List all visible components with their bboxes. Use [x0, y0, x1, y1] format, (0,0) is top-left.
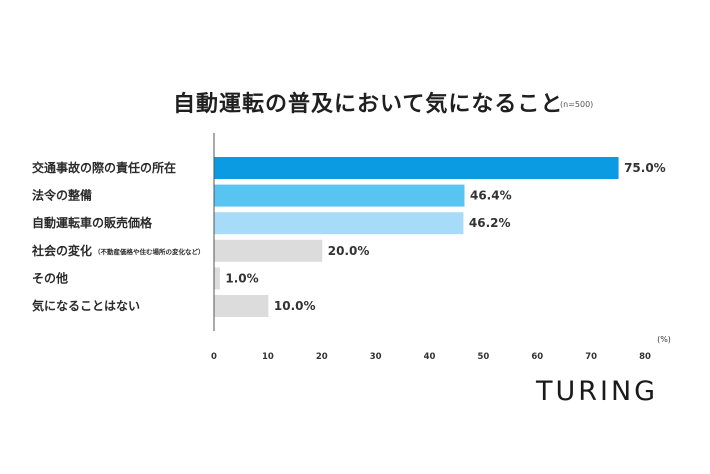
category-label-4: その他 — [32, 270, 68, 285]
value-label-0: 75.0% — [624, 161, 666, 175]
bar-2 — [214, 212, 464, 235]
chart-subtitle: (n=500) — [560, 100, 594, 109]
value-label-3: 20.0% — [328, 244, 370, 258]
bar-0 — [214, 157, 619, 179]
x-tick-label-2: 20 — [316, 352, 328, 362]
x-tick-label-5: 50 — [477, 352, 489, 362]
chart-title: 自動運転の普及において気になること — [173, 92, 564, 117]
x-unit-label: (%) — [657, 335, 671, 344]
value-label-4: 1.0% — [225, 271, 258, 285]
bar-3 — [214, 239, 323, 262]
bar-5 — [214, 295, 269, 317]
value-label-5: 10.0% — [274, 299, 316, 313]
x-tick-label-1: 10 — [262, 352, 274, 362]
category-label-3: 社会の変化 — [31, 243, 92, 258]
x-tick-label-3: 30 — [370, 352, 382, 362]
brand-logo: TURING — [536, 376, 659, 407]
x-tick-label-7: 70 — [585, 352, 597, 362]
category-label-2: 自動運転車の販売価格 — [32, 215, 153, 230]
x-tick-label-4: 40 — [424, 352, 436, 362]
value-label-2: 46.2% — [469, 216, 511, 230]
category-label-0: 交通事故の際の責任の所在 — [32, 160, 176, 175]
category-note-3: （不動産価格や住む場所の変化など） — [94, 247, 205, 256]
x-tick-label-8: 80 — [639, 352, 651, 362]
bar-4 — [214, 267, 220, 290]
bar-1 — [214, 184, 465, 207]
x-tick-label-0: 0 — [211, 352, 217, 362]
category-label-1: 法令の整備 — [32, 188, 92, 203]
x-tick-label-6: 60 — [531, 352, 543, 362]
title-area: 自動運転の普及において気になること (n=500) — [0, 86, 710, 122]
value-label-1: 46.4% — [470, 189, 512, 203]
category-label-5: 気になることはない — [32, 298, 140, 313]
